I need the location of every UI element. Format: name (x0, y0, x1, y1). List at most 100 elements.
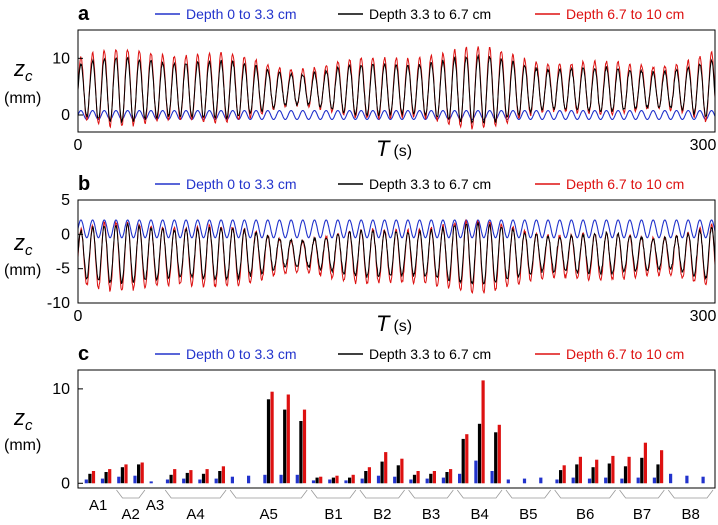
bar-red (660, 450, 664, 484)
legend-c-black: Depth 3.3 to 6.7 cm (369, 346, 491, 362)
bar-black (185, 472, 189, 484)
bar-blue (328, 479, 332, 484)
panel-label-c: c (78, 343, 89, 365)
bar-red (595, 459, 599, 484)
bar-blue (182, 478, 186, 484)
bar-blue (685, 475, 689, 484)
ylabel-c-symbol: z (13, 405, 25, 430)
y-tick-label: 0 (61, 107, 70, 124)
bar-blue (587, 478, 592, 484)
group-label: A3 (146, 497, 164, 514)
group-label: B2 (373, 506, 391, 523)
bar-red (497, 424, 501, 484)
xlabel-a: T (s) (376, 136, 412, 161)
plot-frame (77, 369, 716, 489)
bar-blue (458, 473, 462, 484)
bar-black (266, 399, 271, 484)
svg-text:T(s): T (s) (376, 136, 412, 161)
bar-red (611, 455, 615, 484)
legend-c: Depth 0 to 3.3 cm Depth 3.3 to 6.7 cm De… (155, 346, 684, 362)
bar-blue (701, 476, 705, 484)
group-bracket (310, 489, 357, 499)
x-tick-label: 300 (690, 308, 717, 325)
panel-label-a: a (78, 3, 90, 25)
bar-black (494, 432, 498, 484)
bar-blue (214, 478, 218, 484)
bar-black (299, 421, 303, 484)
bar-red (643, 442, 647, 484)
bar-blue (198, 479, 202, 484)
panel-label-b: b (78, 173, 90, 195)
bar-blue (376, 475, 381, 484)
bar-red (302, 409, 307, 484)
bar-black (364, 471, 368, 484)
group-bracket (619, 489, 665, 499)
xlabel-b: T (s) (376, 311, 412, 336)
legend-a: Depth 0 to 3.3 cm Depth 3.3 to 6.7 cm De… (155, 6, 684, 22)
bar-blue (571, 477, 575, 484)
bar-red (173, 469, 177, 484)
group-bracket (505, 489, 552, 499)
group-label: A1 (89, 497, 107, 514)
bar-black (477, 423, 482, 484)
legend-b-blue: Depth 0 to 3.3 cm (186, 176, 297, 192)
bar-black (348, 477, 352, 484)
bar-red (335, 475, 339, 484)
legend-a-black: Depth 3.3 to 6.7 cm (369, 6, 491, 22)
bar-blue (522, 478, 527, 484)
y-tick-label: 5 (61, 192, 70, 209)
bar-blue (555, 479, 559, 484)
bar-blue (247, 475, 251, 484)
legend-b-red: Depth 6.7 to 10 cm (566, 176, 684, 192)
y-tick-label: 10 (52, 381, 70, 398)
group-label: A5 (260, 506, 278, 523)
bar-blue (263, 474, 267, 484)
group-bracket (116, 489, 146, 499)
bar-blue (620, 478, 624, 484)
ylabel-b-sub: c (25, 242, 33, 259)
y-tick-label: 0 (61, 475, 70, 492)
bar-blue (311, 480, 316, 484)
bar-blue (149, 481, 153, 484)
bar-blue (133, 475, 137, 484)
bar-red (221, 466, 225, 484)
ylabel-a-symbol: z (13, 56, 25, 81)
bar-black (591, 467, 595, 484)
bar-red (384, 452, 388, 484)
group-label: B5 (519, 506, 537, 523)
bar-red (578, 456, 582, 484)
ylabel-b-unit: (mm) (4, 262, 41, 279)
svg-text:zc: zc (13, 230, 33, 259)
bar-black (575, 464, 579, 484)
bar-red (286, 394, 290, 484)
bar-blue (393, 476, 397, 484)
bar-red (481, 380, 485, 484)
ylabel-a-sub: c (25, 68, 33, 85)
group-label: B6 (576, 506, 594, 523)
bar-blue (84, 479, 88, 484)
bar-black (88, 473, 92, 484)
xlabel-a-unit: (s) (393, 143, 412, 160)
bar-black (380, 461, 384, 484)
legend-a-blue: Depth 0 to 3.3 cm (186, 6, 297, 22)
group-bracket (456, 489, 503, 499)
group-bracket (667, 489, 714, 499)
bar-black (559, 470, 563, 484)
group-bracket (164, 489, 227, 499)
bar-blue (117, 476, 121, 484)
bar-blue (360, 478, 364, 484)
bar-blue (425, 478, 429, 484)
bar-blue (636, 477, 640, 484)
bar-black (120, 467, 124, 484)
xlabel-a-symbol: T (376, 136, 391, 161)
series-line-blue (77, 219, 716, 239)
group-label: B1 (324, 506, 342, 523)
bar-blue (441, 477, 445, 484)
plot-a: 0 10 0 300 (52, 29, 716, 154)
x-tick-label: 0 (74, 137, 83, 154)
bar-blue (604, 477, 608, 484)
plot-c: A1 A2 A3 A4 A5 B1 B2 B3 B4 B5 B6 B7 B8 0 10 (52, 369, 716, 523)
plot-b: 50-5-100 300 (47, 192, 717, 325)
bar-blue (506, 479, 510, 484)
bar-blue (344, 480, 348, 484)
